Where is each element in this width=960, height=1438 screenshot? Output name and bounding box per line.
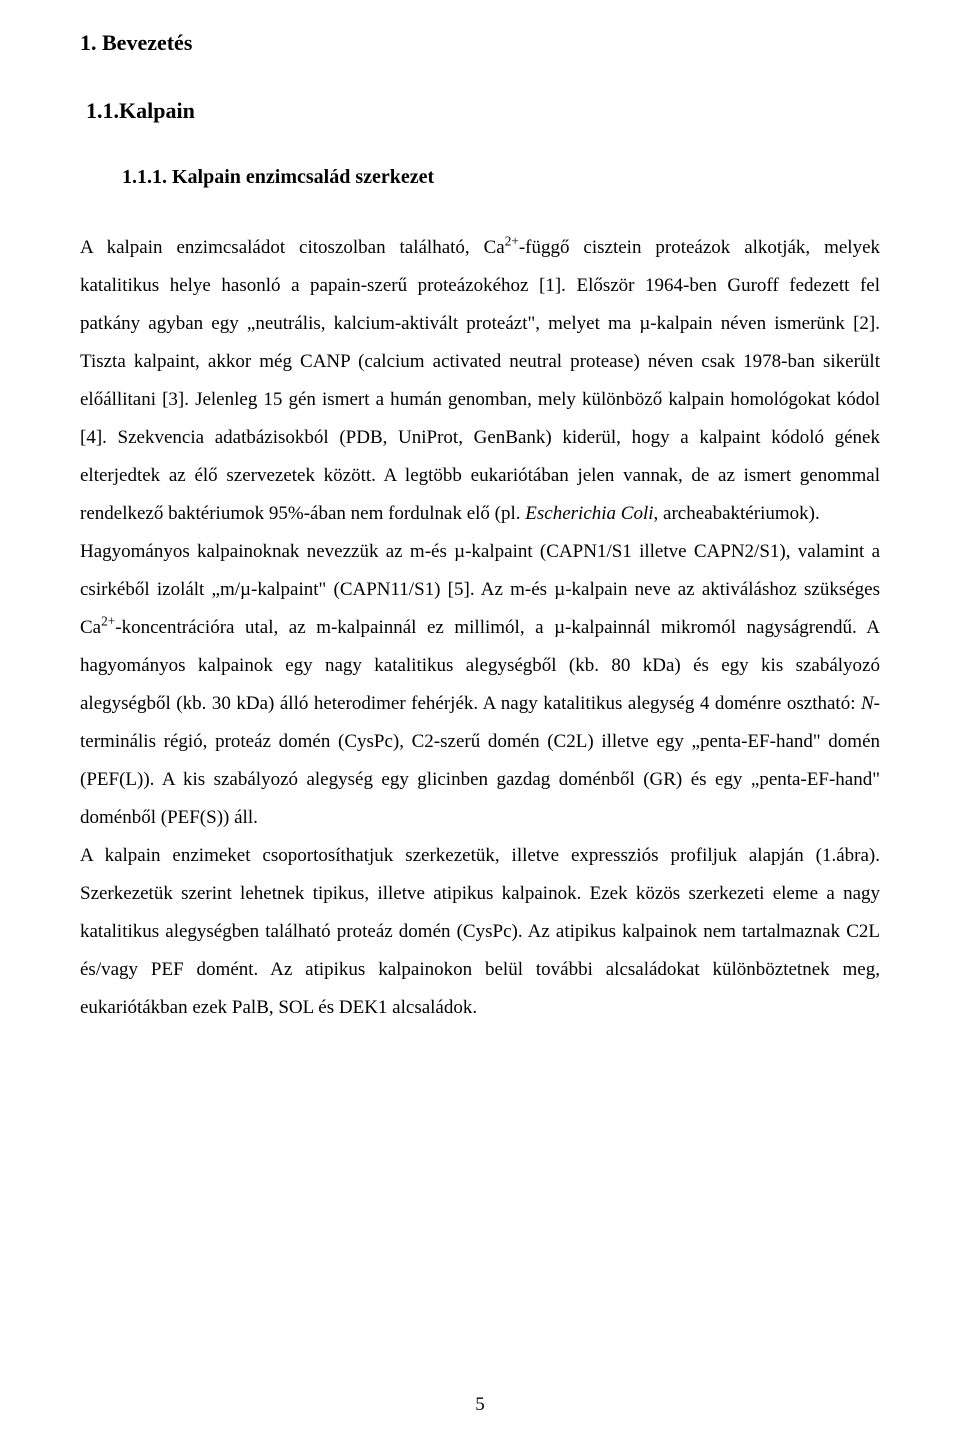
page-number: 5: [0, 1394, 960, 1416]
paragraph-1: A kalpain enzimcsaládot citoszolban talá…: [80, 229, 880, 533]
paragraph-3: A kalpain enzimeket csoportosíthatjuk sz…: [80, 837, 880, 1027]
superscript: 2+: [101, 614, 115, 629]
body-text: A kalpain enzimcsaládot citoszolban talá…: [80, 229, 880, 1027]
heading-level-2: 1.1.Kalpain: [86, 98, 880, 124]
text-run: A kalpain enzimeket csoportosíthatjuk sz…: [80, 845, 880, 1018]
text-run: -koncentrációra utal, az m-kalpainnál ez…: [80, 617, 880, 714]
heading-level-3: 1.1.1. Kalpain enzimcsalád szerkezet: [122, 166, 880, 189]
superscript: 2+: [505, 234, 519, 249]
italic-text: N: [861, 693, 874, 714]
document-page: 1. Bevezetés 1.1.Kalpain 1.1.1. Kalpain …: [0, 0, 960, 1438]
italic-text: Escherichia Coli: [525, 503, 653, 524]
text-run: , archeabaktériumok).: [654, 503, 820, 524]
text-run: -függő cisztein proteázok alkotják, mely…: [80, 237, 880, 524]
heading-level-1: 1. Bevezetés: [80, 30, 880, 56]
text-run: A kalpain enzimcsaládot citoszolban talá…: [80, 237, 505, 258]
paragraph-2: Hagyományos kalpainoknak nevezzük az m-é…: [80, 533, 880, 837]
